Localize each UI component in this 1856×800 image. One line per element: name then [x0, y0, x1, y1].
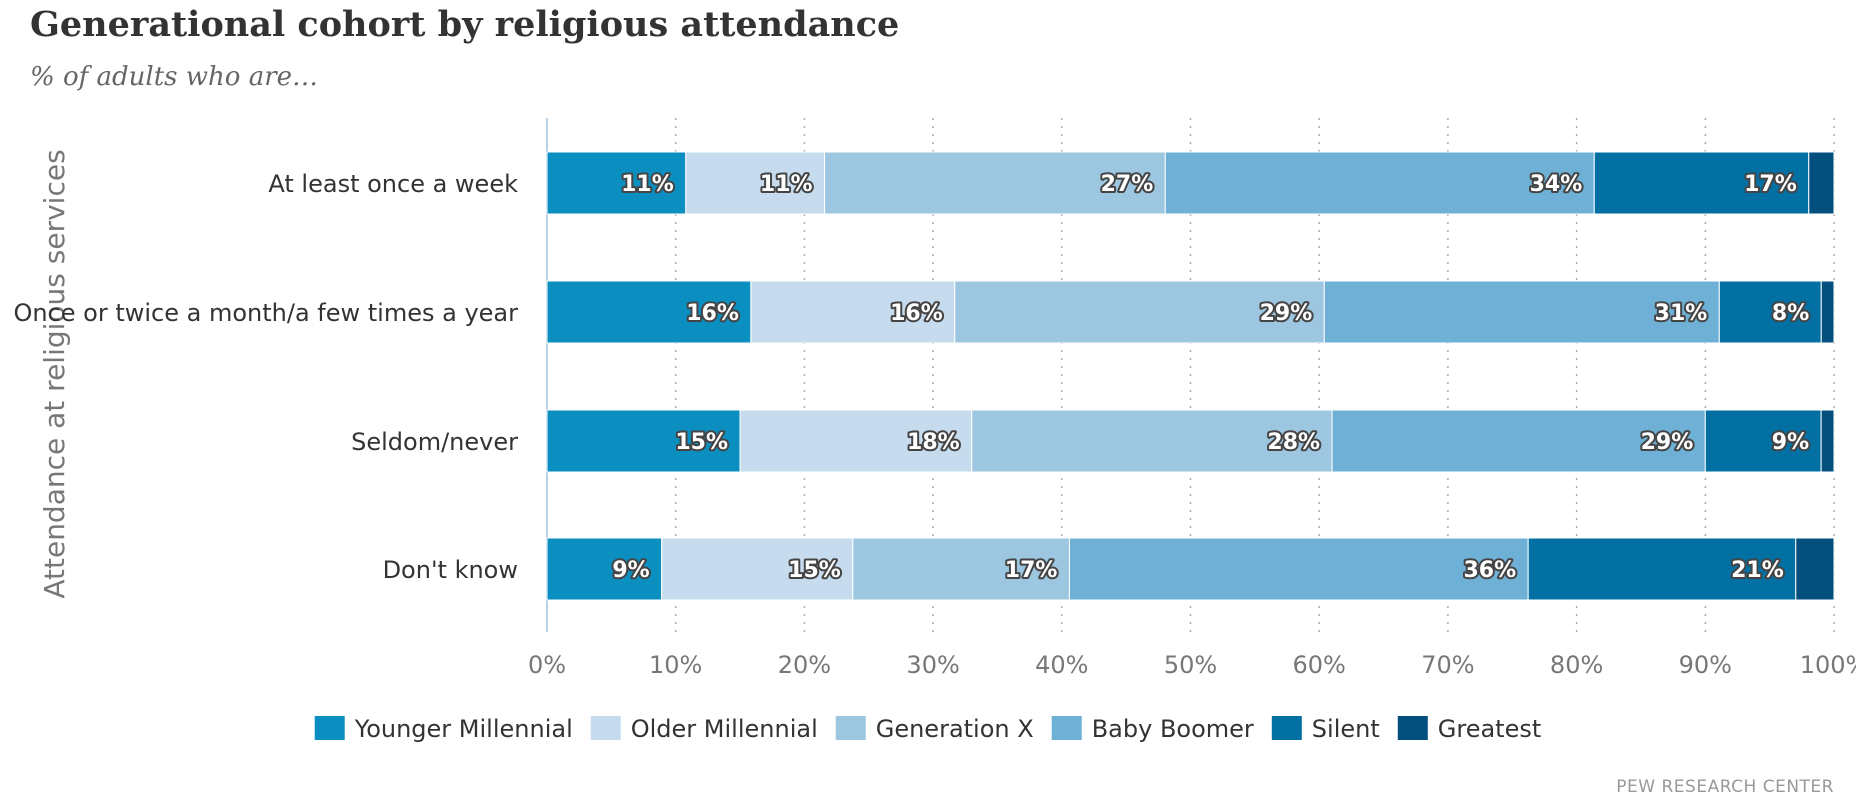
data-label: 29% — [1641, 430, 1694, 455]
legend-label: Baby Boomer — [1092, 715, 1254, 743]
category-labels: At least once a week Once or twice a mont… — [13, 170, 518, 584]
bar-segment — [1331, 409, 1706, 473]
data-label: 8% — [1772, 301, 1809, 326]
bar-segment — [685, 151, 826, 215]
data-label: 16% — [890, 301, 943, 326]
chart-subtitle: % of adults who are… — [30, 62, 318, 92]
bar-segment — [1718, 280, 1822, 344]
data-label: 18% — [907, 430, 960, 455]
data-label: 17% — [1005, 558, 1058, 583]
data-label: 27% — [1101, 172, 1154, 197]
x-tick-label: 40% — [1035, 651, 1088, 679]
legend-swatch — [314, 716, 345, 740]
gridlines — [674, 118, 1835, 632]
data-label: 9% — [612, 558, 649, 583]
data-label: 15% — [788, 558, 841, 583]
data-label: 11% — [760, 172, 813, 197]
bar-segment — [971, 409, 1333, 473]
data-label: 31% — [1655, 301, 1708, 326]
bar-segment — [1795, 537, 1835, 601]
x-tick-label: 80% — [1550, 651, 1603, 679]
data-label: 34% — [1530, 172, 1583, 197]
category-label: Don't know — [383, 556, 518, 584]
bar-segment — [739, 409, 973, 473]
data-label: 16% — [686, 301, 739, 326]
x-tick-label: 100% — [1800, 651, 1856, 679]
bar-segment — [954, 280, 1325, 344]
category-label: At least once a week — [268, 170, 518, 198]
legend-swatch — [1051, 716, 1082, 740]
legend-swatch — [590, 716, 621, 740]
legend-item: Baby Boomer — [1051, 715, 1254, 743]
data-label: 15% — [675, 430, 728, 455]
y-axis-label: Attendance at religious services — [38, 149, 71, 598]
legend-item: Generation X — [835, 715, 1034, 743]
data-label: 9% — [1772, 430, 1809, 455]
legend-label: Greatest — [1438, 715, 1542, 743]
legend-label: Younger Millennial — [354, 715, 573, 743]
bars — [546, 151, 1835, 601]
bar-segment — [546, 409, 741, 473]
x-tick-label: 50% — [1164, 651, 1217, 679]
category-label: Once or twice a month/a few times a year — [13, 299, 518, 327]
bar-segment — [750, 280, 956, 344]
legend-swatch — [835, 716, 866, 740]
bar-segment — [1808, 151, 1835, 215]
bar-segment — [546, 151, 687, 215]
bar-segment — [1593, 151, 1810, 215]
bar-segment — [1068, 537, 1529, 601]
legend-item: Greatest — [1397, 715, 1542, 743]
bar-segment — [1820, 409, 1835, 473]
legend-item: Silent — [1271, 715, 1380, 743]
legend-label: Generation X — [876, 715, 1034, 743]
source-note: PEW RESEARCH CENTER — [1616, 777, 1834, 797]
legend-label: Older Millennial — [631, 715, 818, 743]
bar-segment — [546, 537, 663, 601]
legend-swatch — [1397, 716, 1428, 740]
chart-title: Generational cohort by religious attenda… — [30, 4, 899, 45]
legend-label: Silent — [1312, 715, 1380, 743]
data-labels: 11% 11% 27% 34% 17% 16% 16% 29% 31% 8% 15% 18% 28% 29… — [610, 170, 1811, 585]
bar-segment — [1164, 151, 1595, 215]
category-label: Seldom/never — [351, 428, 518, 456]
bar-segment — [546, 280, 752, 344]
data-label: 11% — [621, 172, 674, 197]
legend-item: Younger Millennial — [314, 715, 573, 743]
data-label: 28% — [1267, 430, 1320, 455]
data-label: 29% — [1260, 301, 1313, 326]
data-label: 21% — [1731, 558, 1784, 583]
x-tick-label: 0% — [528, 651, 566, 679]
legend-item: Older Millennial — [590, 715, 818, 743]
bar-segment — [1820, 280, 1835, 344]
x-tick-label: 10% — [649, 651, 702, 679]
bar-segment — [824, 151, 1166, 215]
data-label: 17% — [1744, 172, 1797, 197]
x-tick-label: 70% — [1421, 651, 1474, 679]
x-tick-label: 20% — [778, 651, 831, 679]
data-label: 36% — [1464, 558, 1517, 583]
x-tick-label: 60% — [1293, 651, 1346, 679]
bar-segment — [1704, 409, 1822, 473]
x-axis-ticks: 0% 10% 20% 30% 40% 50% 60% 70% 80% 90% 100% — [528, 651, 1856, 679]
x-tick-label: 90% — [1679, 651, 1732, 679]
x-tick-label: 30% — [906, 651, 959, 679]
legend: Younger Millennial Older Millennial Genera… — [314, 715, 1542, 743]
legend-swatch — [1271, 716, 1302, 740]
